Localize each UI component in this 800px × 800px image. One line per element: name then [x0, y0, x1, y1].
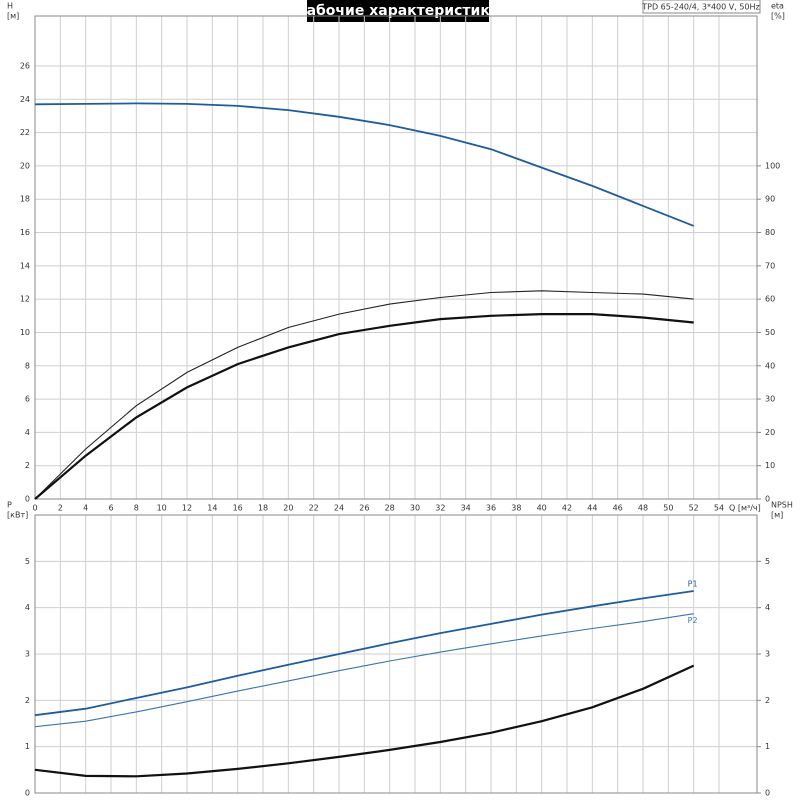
x-tick-label: 42: [562, 504, 572, 513]
x-tick-label: 10: [157, 504, 167, 513]
x-tick-label: 4: [83, 504, 88, 513]
x-tick-label: 40: [537, 504, 547, 513]
y-tick-label: 8: [25, 361, 30, 370]
y-tick-label: 5: [25, 557, 30, 566]
y-tick-label: 0: [25, 495, 30, 504]
y-axis-label: H: [7, 2, 13, 11]
x-tick-label: 38: [511, 504, 521, 513]
x-tick-label: 52: [689, 504, 699, 513]
x-tick-label: 48: [638, 504, 648, 513]
y-tick-label: 4: [25, 428, 30, 437]
x-tick-label: 8: [134, 504, 139, 513]
curve-label: P2: [688, 616, 698, 625]
x-tick-label: 2: [58, 504, 63, 513]
y2-axis-unit: [м]: [771, 511, 783, 520]
x-tick-label: 20: [283, 504, 293, 513]
y-tick-label: 0: [25, 789, 30, 798]
y2-tick-label: 4: [765, 603, 770, 612]
y2-tick-label: 0: [765, 789, 770, 798]
curve: [34, 664, 695, 778]
x-tick-label: 14: [207, 504, 217, 513]
y2-tick-label: 3: [765, 650, 770, 659]
title: Рабочие характеристики: [296, 3, 499, 19]
x-tick-label: 36: [486, 504, 496, 513]
y-tick-label: 22: [20, 128, 30, 137]
y2-tick-label: 100: [765, 161, 780, 170]
y2-tick-label: 2: [765, 696, 770, 705]
x-tick-label: 54: [714, 504, 724, 513]
model: TPD 65-240/4, 3*400 V, 50Hz: [641, 3, 759, 12]
y2-tick-label: 5: [765, 557, 770, 566]
model-box: [642, 0, 761, 14]
x-tick-label: 30: [410, 504, 420, 513]
x-tick-label: 6: [108, 504, 113, 513]
x-tick-label: 46: [613, 504, 623, 513]
y-tick-label: 24: [20, 95, 30, 104]
y-axis-label: P: [7, 501, 12, 510]
y-axis-unit: [кВт]: [7, 511, 28, 520]
y2-tick-label: 10: [765, 461, 775, 470]
y2-tick-label: 40: [765, 361, 775, 370]
y-tick-label: 20: [20, 161, 30, 170]
x-tick-label: 32: [435, 504, 445, 513]
x-tick-label: 12: [182, 504, 192, 513]
y2-tick-label: 70: [765, 261, 775, 270]
y2-tick-label: 90: [765, 195, 775, 204]
y2-tick-label: 0: [765, 495, 770, 504]
y-tick-label: 12: [20, 295, 30, 304]
x-axis-label: Q [м³/ч]: [729, 504, 761, 513]
y2-tick-label: 30: [765, 395, 775, 404]
y2-tick-label: 60: [765, 295, 775, 304]
curve: [34, 613, 694, 728]
y-tick-label: 6: [25, 395, 30, 404]
y2-tick-label: 50: [765, 328, 775, 337]
y2-tick-label: 1: [765, 742, 770, 751]
y-tick-label: 2: [25, 696, 30, 705]
y-tick-label: 16: [20, 228, 30, 237]
y-tick-label: 2: [25, 461, 30, 470]
y2-axis-unit: [%]: [771, 12, 785, 21]
y2-tick-label: 20: [765, 428, 775, 437]
curve: [34, 290, 694, 500]
y-axis-unit: [м]: [7, 12, 19, 21]
y2-axis-label: NPSH: [771, 501, 793, 510]
curve: [34, 590, 694, 717]
plot-frame: [34, 15, 758, 500]
x-tick-label: 0: [32, 504, 37, 513]
curve: [34, 102, 695, 227]
y-tick-label: 1: [25, 742, 30, 751]
curve: [34, 313, 694, 500]
curve-label: P1: [688, 579, 698, 588]
x-tick-label: 18: [258, 504, 268, 513]
x-tick-label: 34: [461, 504, 471, 513]
x-tick-label: 26: [359, 504, 369, 513]
y2-axis-label: eta: [771, 2, 784, 11]
x-tick-label: 44: [587, 504, 597, 513]
y2-tick-label: 80: [765, 228, 775, 237]
x-tick-label: 28: [385, 504, 395, 513]
x-tick-label: 50: [663, 504, 673, 513]
x-tick-label: 24: [334, 504, 344, 513]
y-tick-label: 3: [25, 650, 30, 659]
y-tick-label: 4: [25, 603, 30, 612]
y-tick-label: 10: [20, 328, 30, 337]
y-tick-label: 18: [20, 195, 30, 204]
y-tick-label: 14: [20, 261, 30, 270]
x-tick-label: 22: [309, 504, 319, 513]
y-tick-label: 26: [20, 61, 30, 70]
x-tick-label: 16: [233, 504, 243, 513]
